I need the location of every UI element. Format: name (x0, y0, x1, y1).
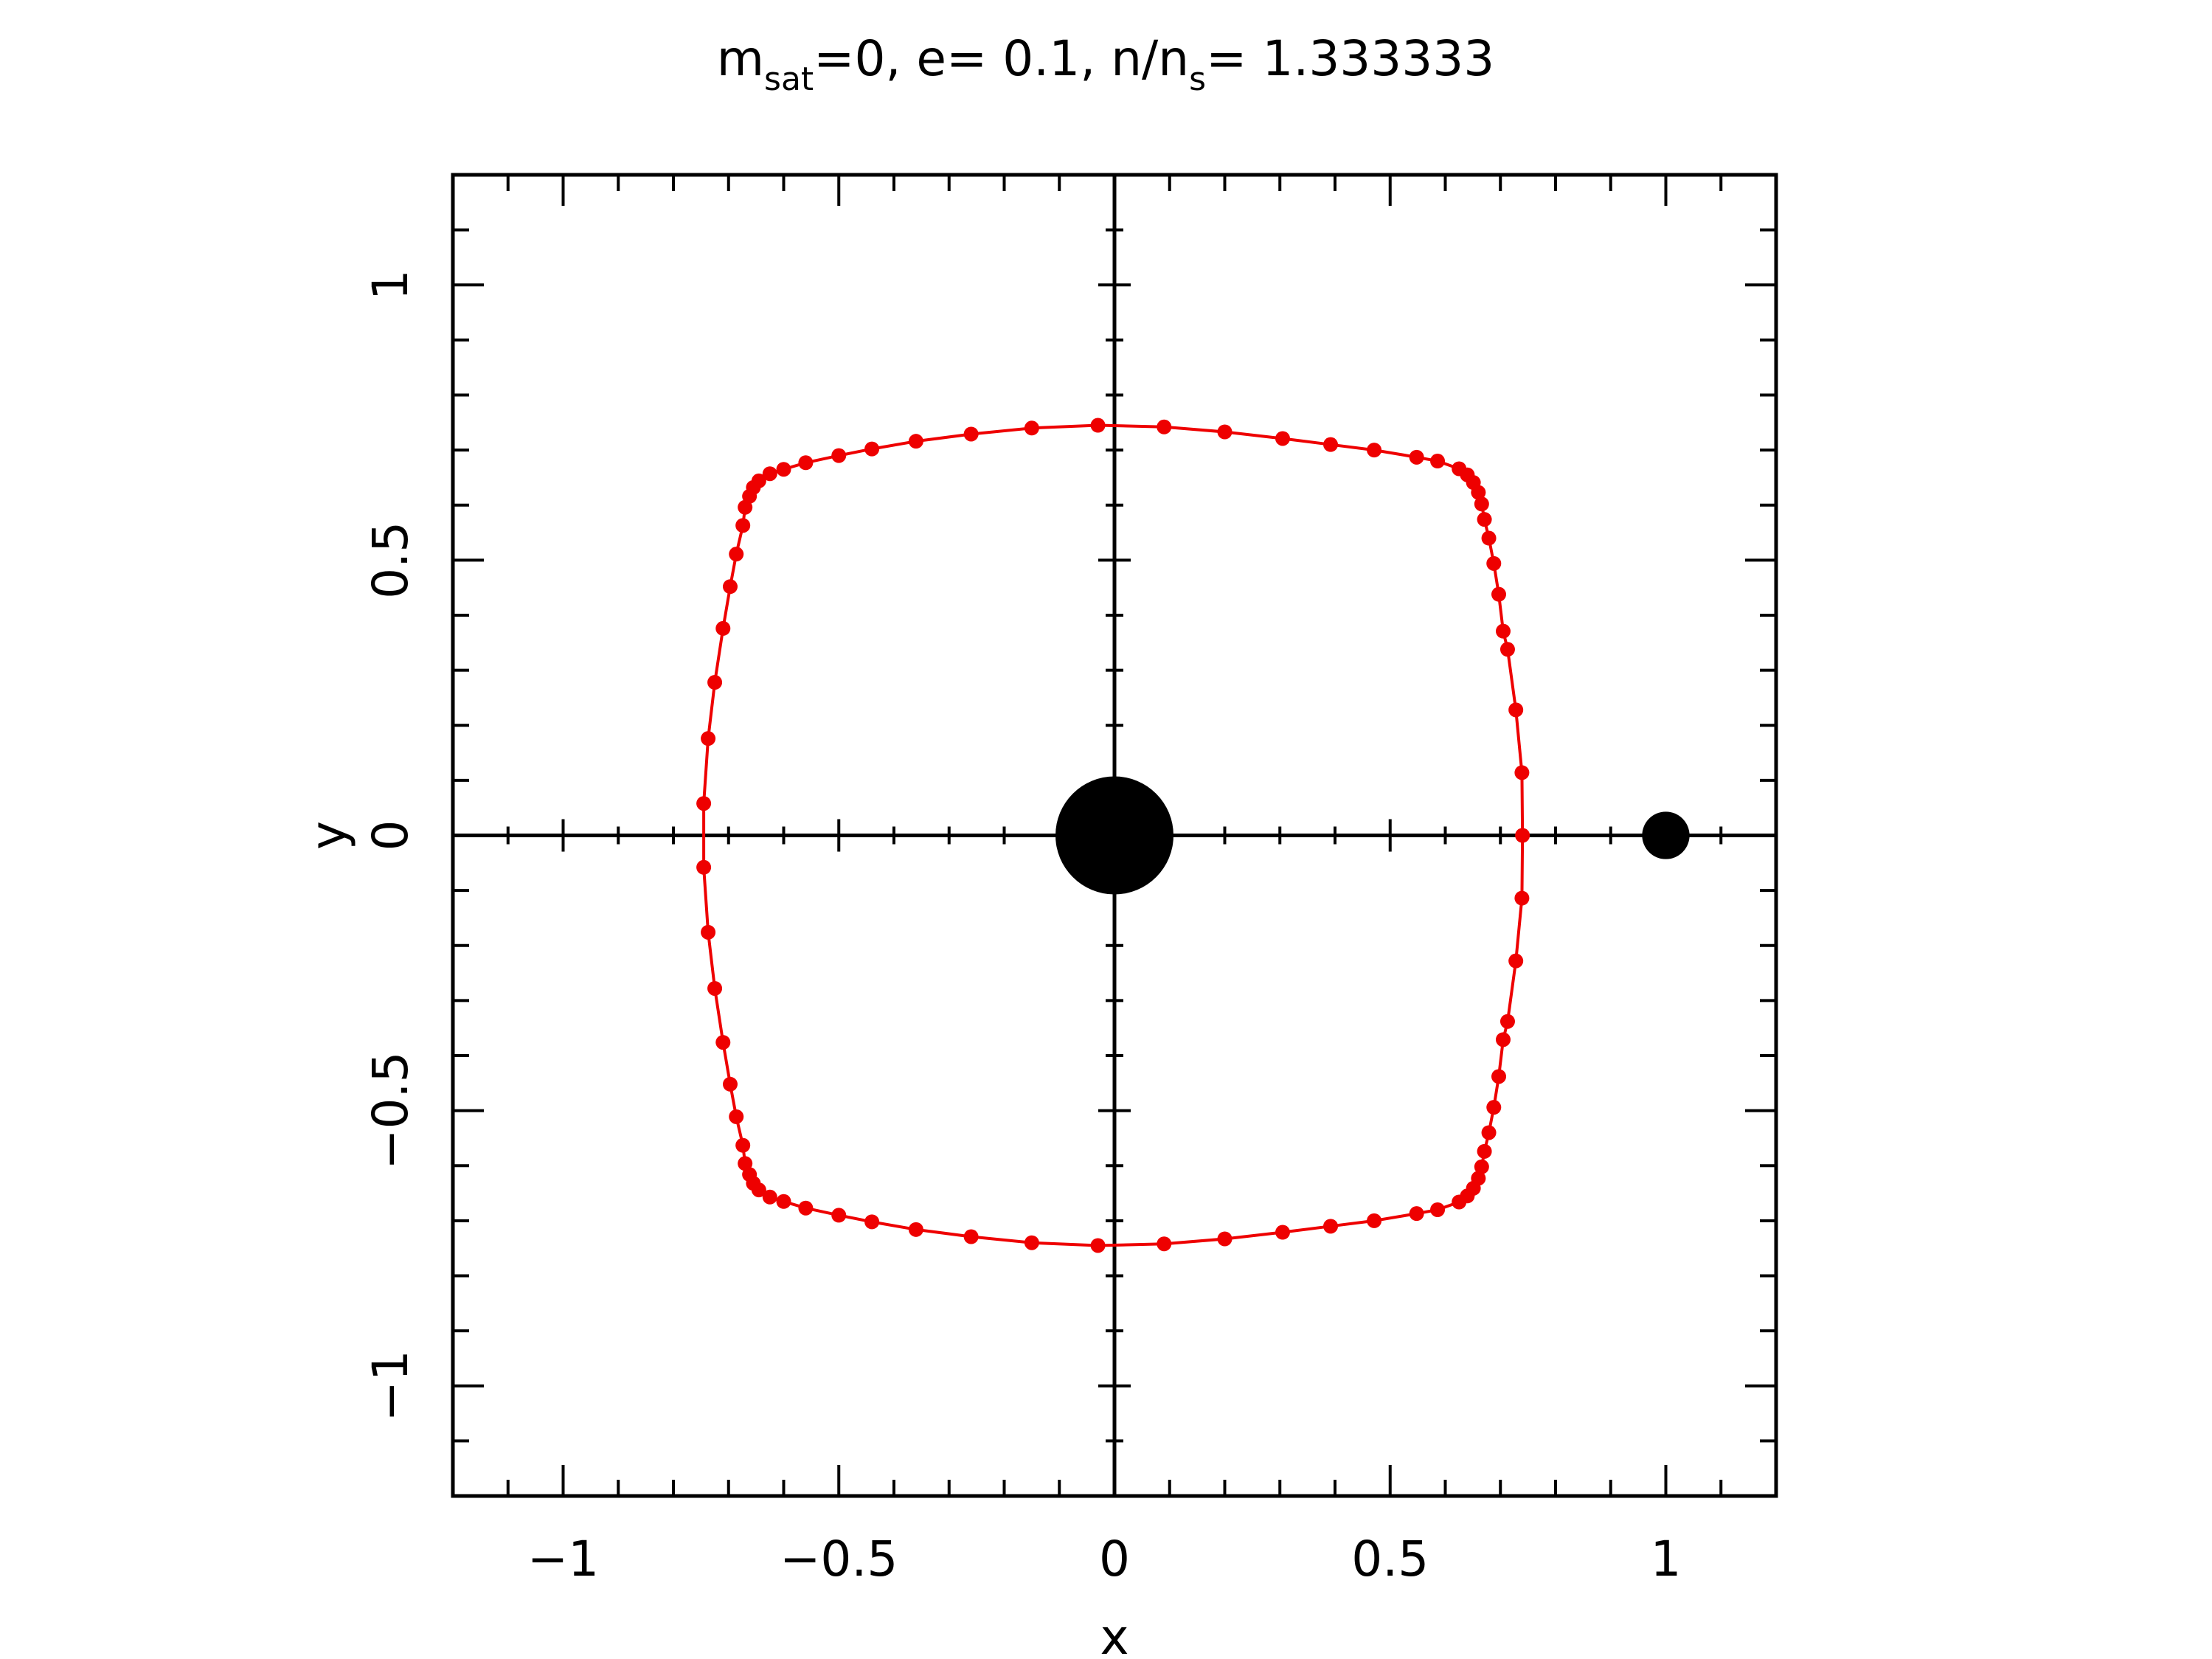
x-tick-label: 0 (1099, 1531, 1130, 1587)
orbit-point (1090, 418, 1106, 433)
orbit-point (1508, 953, 1524, 969)
orbit-point (762, 466, 777, 482)
orbit-point (696, 859, 712, 875)
orbit-point (701, 731, 716, 747)
orbit-point (738, 499, 753, 515)
orbit-point (1491, 586, 1507, 602)
orbit-point (1495, 1032, 1511, 1047)
orbit-point (1471, 1171, 1486, 1186)
orbit-point (963, 426, 979, 442)
orbit-point (776, 462, 791, 477)
orbit-point (707, 980, 723, 996)
orbit-point (1452, 461, 1467, 477)
orbit-point (1217, 424, 1232, 440)
orbit-point (1515, 828, 1530, 843)
orbit-point (696, 796, 712, 811)
y-tick-label: 0.5 (362, 522, 419, 599)
orbit-point (1090, 1238, 1106, 1253)
orbit-point (831, 1208, 847, 1223)
orbit-point (1217, 1231, 1232, 1247)
orbit-point (1024, 1235, 1039, 1250)
orbit-point (715, 620, 731, 636)
orbit-point (1495, 623, 1511, 639)
orbit-point (1323, 1219, 1339, 1234)
orbit-point (1481, 530, 1497, 546)
orbit-point (1367, 443, 1382, 458)
orbit-point (1323, 437, 1339, 452)
orbit-point (1409, 1206, 1424, 1222)
orbit-point (701, 924, 716, 940)
orbit-point (1486, 1100, 1502, 1115)
orbit-point (751, 1182, 766, 1198)
x-tick-label: 1 (1651, 1531, 1682, 1587)
x-tick-label: −1 (527, 1531, 599, 1587)
orbit-series (696, 418, 1530, 1253)
tick-labels: −1 −0.5 0 0.5 1 −1 −0.5 0 0.5 1 (362, 269, 1681, 1587)
orbit-point (1275, 1225, 1290, 1240)
orbit-point (1430, 454, 1446, 469)
orbit-point (1157, 1236, 1172, 1252)
orbit-point (1430, 1202, 1446, 1217)
y-tick-label: 1 (362, 269, 419, 300)
satellite-body-marker (1642, 811, 1690, 859)
orbit-point (864, 1214, 880, 1230)
orbit-point (1477, 512, 1492, 527)
orbit-point (1486, 555, 1502, 571)
orbit-point (1514, 890, 1530, 906)
orbit-point (729, 1109, 744, 1124)
orbit-point (1474, 1159, 1489, 1174)
y-tick-label: −1 (362, 1350, 419, 1421)
orbit-point (735, 518, 751, 533)
orbit-point (1491, 1069, 1507, 1084)
orbit-point (908, 434, 923, 449)
x-axis-label: x (1100, 1609, 1128, 1659)
orbit-point (1499, 642, 1515, 657)
chart-title: msat=0, e= 0.1, n/ns= 1.333333 (717, 30, 1495, 98)
orbit-point (1157, 419, 1172, 434)
orbit-point (707, 675, 723, 690)
bodies (1055, 776, 1690, 895)
orbit-point (722, 1076, 738, 1092)
orbit-point (864, 441, 880, 457)
orbit-point (1508, 702, 1524, 718)
orbit-point (776, 1194, 791, 1209)
orbit-point (1474, 496, 1489, 512)
orbit-point (1409, 449, 1424, 465)
orbit-point (1477, 1143, 1492, 1159)
orbit-point (735, 1137, 751, 1153)
orbit-line (702, 423, 1525, 1247)
orbit-point (798, 455, 814, 471)
central-body-marker (1055, 776, 1173, 895)
x-tick-label: 0.5 (1351, 1531, 1429, 1587)
orbit-point (908, 1222, 923, 1237)
orbit-point (762, 1189, 777, 1205)
orbit-point (1024, 420, 1039, 436)
orbit-point (1367, 1213, 1382, 1228)
y-axis-label: y (300, 821, 357, 850)
orbit-point (715, 1035, 731, 1050)
orbit-point (1481, 1125, 1497, 1140)
y-tick-label: 0 (362, 820, 419, 851)
y-tick-label: −0.5 (362, 1051, 419, 1169)
orbit-point (1499, 1014, 1515, 1029)
orbit-point (1275, 431, 1290, 446)
x-tick-label: −0.5 (780, 1531, 898, 1587)
orbit-point (798, 1200, 814, 1216)
orbit-point (1514, 765, 1530, 780)
orbit-point (729, 547, 744, 562)
orbit-point (722, 579, 738, 595)
orbit-point (831, 448, 847, 463)
orbit-point (963, 1229, 979, 1244)
